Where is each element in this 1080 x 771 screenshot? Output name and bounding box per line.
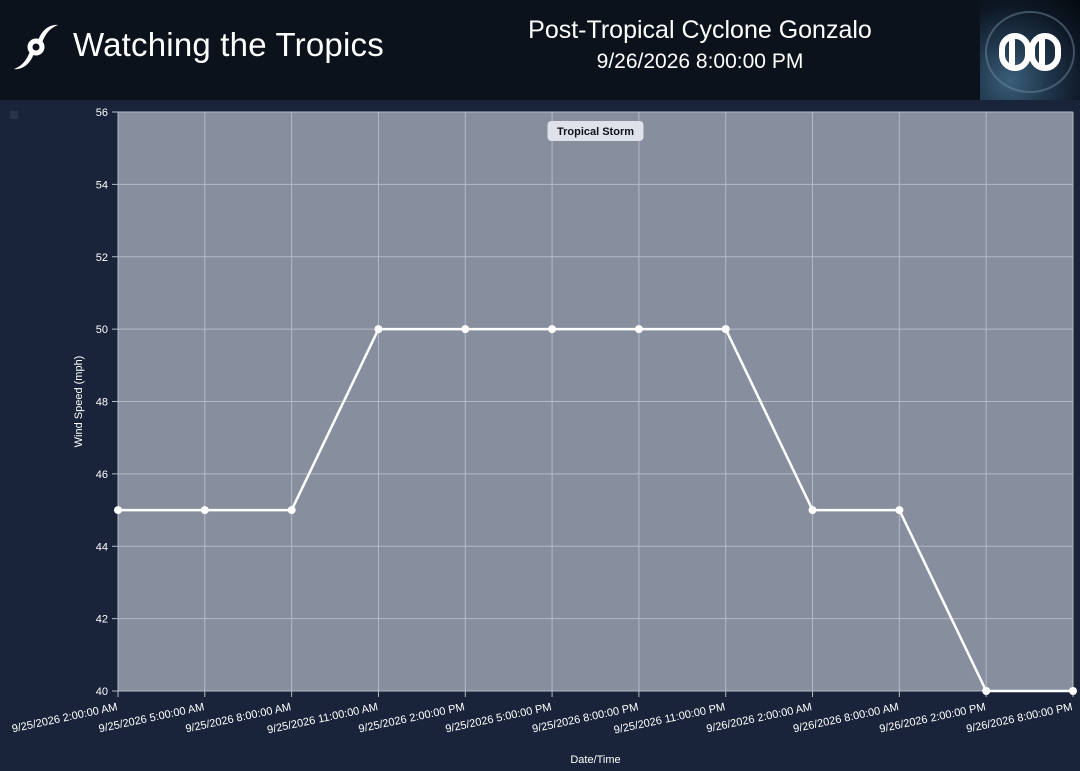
data-point [200, 506, 209, 515]
data-point [287, 506, 296, 515]
y-tick-label: 44 [96, 541, 108, 553]
data-point [721, 325, 730, 334]
data-point [808, 506, 817, 515]
data-point [982, 687, 991, 695]
dd-logo-icon [980, 0, 1080, 100]
data-point [114, 506, 122, 515]
data-point [461, 325, 470, 334]
header-bar: Watching the Tropics Post-Tropical Cyclo… [0, 0, 1080, 100]
y-tick-label: 50 [96, 324, 108, 336]
data-point [374, 325, 383, 334]
hurricane-icon [14, 24, 58, 70]
data-point [895, 506, 904, 515]
data-point [548, 325, 557, 334]
y-tick-label: 54 [96, 179, 108, 191]
y-tick-label: 52 [96, 252, 108, 264]
storm-timestamp: 9/26/2026 8:00:00 PM [596, 50, 804, 73]
annotation-label: Tropical Storm [557, 126, 634, 138]
corner-marker [10, 111, 18, 119]
y-tick-label: 40 [96, 686, 108, 698]
brand-title: Watching the Tropics [73, 26, 384, 63]
data-point [1069, 687, 1077, 695]
storm-name: Post-Tropical Cyclone Gonzalo [528, 16, 872, 44]
x-axis-label: Date/Time [570, 754, 620, 766]
annotation-badge [547, 121, 644, 141]
y-tick-label: 42 [96, 614, 108, 626]
y-tick-label: 56 [96, 107, 108, 119]
y-axis-label: Wind Speed (mph) [73, 356, 85, 448]
series-line [118, 327, 1073, 693]
data-point [634, 325, 643, 334]
chart-area: 40 42 44 46 48 50 52 54 56 9/25/2026 2:00:00 AM 9/… [0, 100, 1080, 771]
y-tick-label: 46 [96, 469, 108, 481]
y-tick-label: 48 [96, 397, 108, 409]
